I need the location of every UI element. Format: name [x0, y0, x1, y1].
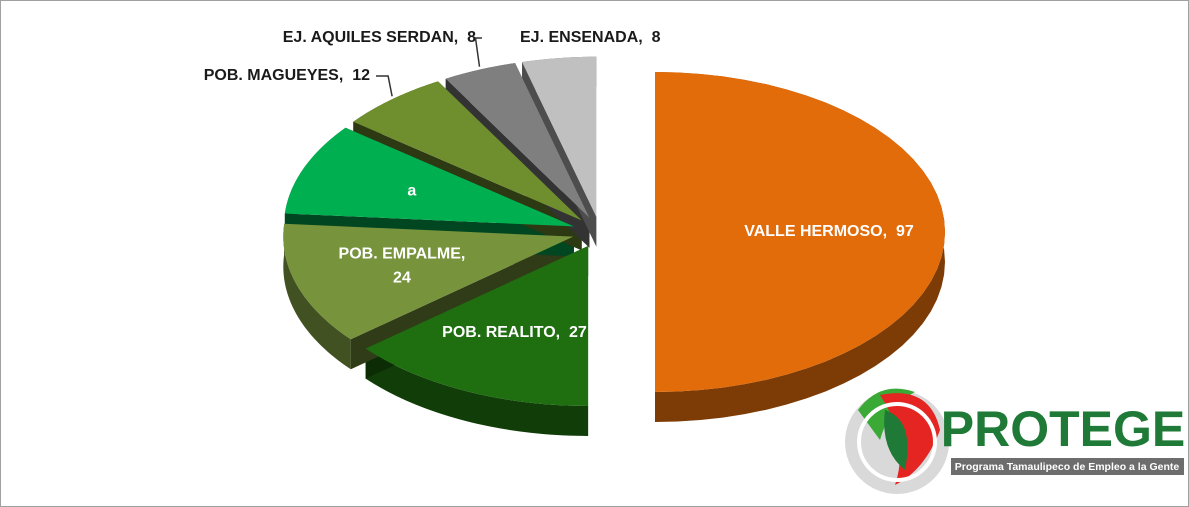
data-label: POB. EMPALME, 24: [339, 246, 466, 287]
logo-leaf: [884, 410, 908, 470]
pie: [283, 56, 945, 436]
logo-title: PROTEGE: [941, 401, 1185, 457]
slice: [365, 245, 589, 406]
logo-band: [951, 458, 1184, 475]
labels: VALLE HERMOSO, 97 POB. REALITO, 27 POB. EM…: [204, 29, 914, 341]
leader-line: [474, 37, 482, 67]
label-value: 24: [393, 270, 411, 287]
slice-side: [283, 223, 351, 370]
label-category: EJ. AQUILES SERDAN: [283, 29, 454, 46]
leader-line: [376, 75, 393, 97]
logo: PROTEGE Programa Tamaulipeco de Empleo a…: [845, 388, 1185, 494]
data-label: POB. MAGUEYES, 12: [204, 67, 370, 84]
label-separator: ,: [638, 29, 651, 46]
data-label: VALLE HERMOSO, 97: [744, 223, 914, 240]
label-separator: ,: [461, 246, 465, 263]
label-separator: ,: [339, 67, 352, 84]
label-category: EJ. ENSENADA: [520, 29, 639, 46]
label-separator: ,: [454, 29, 467, 46]
slice: [353, 81, 582, 221]
label-separator: ,: [556, 324, 569, 341]
logo-subtitle: Programa Tamaulipeco de Empleo a la Gent…: [955, 461, 1180, 473]
data-label: EJ. AQUILES SERDAN, 8: [283, 29, 476, 46]
data-label: a: [407, 183, 416, 200]
label-value: 27: [569, 324, 587, 341]
slice: [283, 223, 574, 340]
label-category: VALLE HERMOSO: [744, 223, 882, 240]
slice: [284, 127, 574, 227]
label-category: POB. MAGUEYES: [204, 67, 339, 84]
slice: [522, 56, 597, 217]
label-value: 12: [352, 67, 370, 84]
label-value: 8: [467, 29, 476, 46]
label-category: POB. REALITO: [442, 324, 556, 341]
label-separator: ,: [883, 223, 896, 240]
data-label: POB. REALITO, 27: [442, 324, 587, 341]
data-label: EJ. ENSENADA, 8: [520, 29, 661, 46]
logo-ring: [857, 402, 937, 482]
label-value: 97: [896, 223, 914, 240]
label-value: 8: [652, 29, 661, 46]
label-category: POB. EMPALME: [339, 246, 462, 263]
slice: [445, 63, 590, 218]
slice: [655, 72, 945, 392]
label-category: a: [407, 183, 416, 200]
slice-side: [365, 348, 589, 436]
